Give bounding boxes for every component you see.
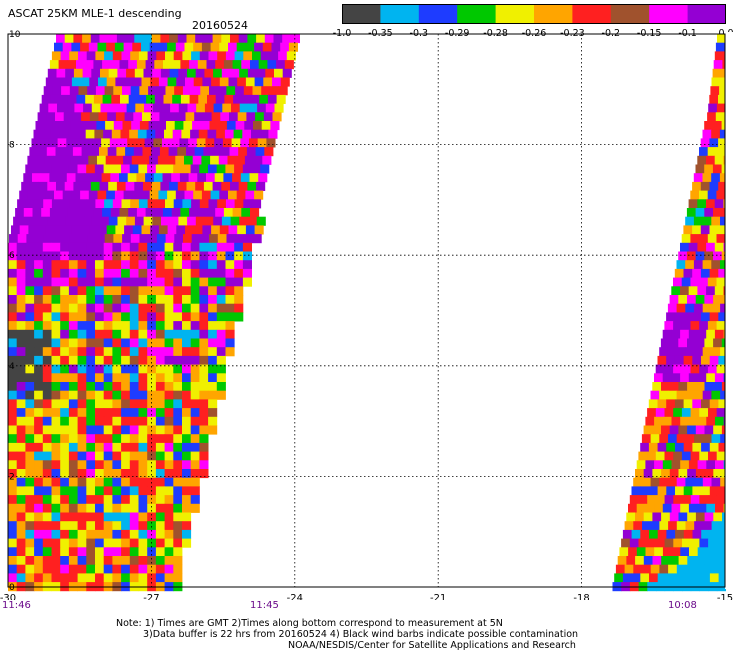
gridlines — [8, 34, 725, 587]
colorbar-segment — [418, 4, 458, 24]
colorbar-segment — [342, 4, 381, 24]
time-middle: 11:45 — [250, 600, 279, 611]
colorbar-segment — [534, 4, 573, 24]
colorbar-segment — [649, 4, 689, 24]
time-left: 11:46 — [2, 600, 31, 611]
note-line-3: NOAA/NESDIS/Center for Satellite Applica… — [288, 640, 576, 651]
colorbar-segment — [610, 4, 650, 24]
y-tick-label: 0 — [9, 583, 15, 593]
x-tick-label: -21 — [430, 593, 446, 600]
x-tick-label: -30 — [0, 593, 16, 600]
page-title: ASCAT 25KM MLE-1 descending — [8, 7, 182, 20]
time-right: 10:08 — [668, 600, 697, 611]
x-tick-label: -27 — [143, 593, 159, 600]
swath-map: -30 -27 -24 -21 -18 -15 0 2 4 6 8 10 — [0, 30, 734, 600]
y-tick-label: 4 — [9, 362, 15, 372]
y-tick-label: 6 — [9, 251, 15, 261]
date-label: 20160524 — [192, 19, 248, 32]
colorbar — [342, 4, 726, 24]
note-line-1: Note: 1) Times are GMT 2)Times along bot… — [116, 618, 503, 629]
note-line-2: 3)Data buffer is 22 hrs from 20160524 4)… — [143, 629, 579, 640]
swath-cells — [8, 34, 734, 592]
colorbar-segment — [687, 4, 726, 24]
y-tick-label: 2 — [9, 472, 15, 482]
x-tick-label: -18 — [573, 593, 589, 600]
x-tick-label: -24 — [287, 593, 303, 600]
y-tick-label: 10 — [9, 30, 21, 40]
y-tick-label: 8 — [9, 141, 15, 151]
colorbar-segment — [457, 4, 497, 24]
colorbar-segment — [495, 4, 535, 24]
colorbar-segment — [380, 4, 420, 24]
plot-frame — [7, 33, 726, 588]
colorbar-segment — [572, 4, 612, 24]
x-tick-label: -15 — [717, 593, 733, 600]
